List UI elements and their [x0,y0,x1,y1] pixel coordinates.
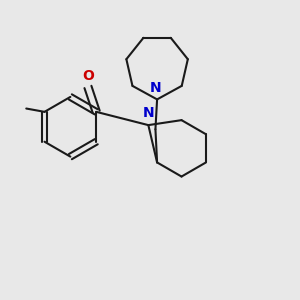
Text: O: O [82,69,94,82]
Text: N: N [150,81,161,95]
Text: N: N [142,106,154,120]
